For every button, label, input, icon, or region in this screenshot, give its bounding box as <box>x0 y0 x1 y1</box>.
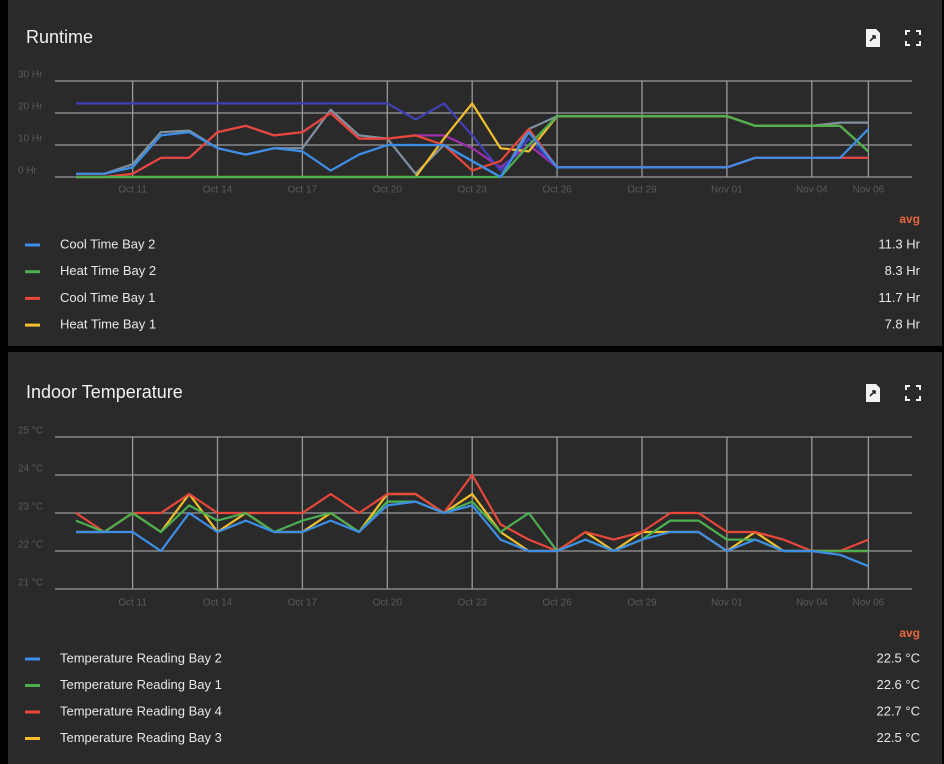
legend-avg: 22.7 °C <box>876 703 920 718</box>
legend-avg: 7.8 Hr <box>885 317 921 332</box>
legend-label: Cool Time Bay 1 <box>60 290 155 305</box>
x-tick-label: Oct 11 <box>118 185 147 196</box>
y-tick-label: 0 Hr <box>18 166 38 177</box>
legend-label: Heat Time Bay 1 <box>60 317 156 332</box>
y-tick-label: 21 °C <box>18 578 43 589</box>
series-line <box>76 492 869 553</box>
fullscreen-button[interactable] <box>905 385 921 401</box>
avg-header: avg <box>899 212 920 226</box>
card <box>8 352 942 764</box>
x-tick-label: Oct 17 <box>288 598 318 609</box>
y-tick-label: 23 °C <box>18 502 43 513</box>
x-tick-label: Oct 20 <box>373 598 403 609</box>
x-tick-label: Nov 06 <box>853 598 885 609</box>
series-line <box>75 473 869 553</box>
y-tick-label: 22 °C <box>18 540 43 551</box>
x-tick-label: Oct 29 <box>627 185 657 196</box>
x-tick-label: Oct 29 <box>627 598 657 609</box>
card <box>8 0 942 346</box>
series-line <box>76 115 870 179</box>
legend-label: Temperature Reading Bay 4 <box>60 703 222 718</box>
x-tick-label: Nov 06 <box>853 185 885 196</box>
fullscreen-icon <box>905 385 921 401</box>
export-arrow <box>869 390 876 397</box>
legend-avg: 8.3 Hr <box>885 263 921 278</box>
legend-label: Heat Time Bay 2 <box>60 263 156 278</box>
legend-avg: 22.5 °C <box>876 650 920 665</box>
x-tick-label: Nov 04 <box>796 185 828 196</box>
x-tick-label: Oct 11 <box>118 598 147 609</box>
fullscreen-icon <box>905 30 921 46</box>
y-tick-label: 24 °C <box>18 464 43 475</box>
legend-label: Temperature Reading Bay 1 <box>60 677 222 692</box>
x-tick-label: Nov 01 <box>711 598 743 609</box>
x-tick-label: Oct 14 <box>203 185 233 196</box>
y-tick-label: 10 Hr <box>18 134 43 145</box>
x-tick-label: Oct 26 <box>542 598 572 609</box>
export-button[interactable] <box>866 29 880 47</box>
legend-avg: 11.7 Hr <box>878 290 920 305</box>
export-button[interactable] <box>866 384 880 402</box>
x-tick-label: Oct 14 <box>203 598 233 609</box>
card-title: Runtime <box>26 27 93 47</box>
x-tick-label: Oct 23 <box>457 185 487 196</box>
y-tick-label: 30 Hr <box>18 70 43 81</box>
export-arrow <box>869 35 876 42</box>
x-tick-label: Oct 26 <box>542 185 572 196</box>
x-tick-label: Nov 04 <box>796 598 828 609</box>
y-tick-label: 25 °C <box>18 426 43 437</box>
series-line <box>75 500 869 553</box>
series-line <box>76 500 869 568</box>
y-tick-label: 20 Hr <box>18 102 43 113</box>
legend-label: Temperature Reading Bay 2 <box>60 650 222 665</box>
x-tick-label: Nov 01 <box>711 185 743 196</box>
series-line <box>76 128 870 179</box>
legend-avg: 11.3 Hr <box>878 236 920 251</box>
avg-header: avg <box>899 626 920 640</box>
legend-label: Cool Time Bay 2 <box>60 236 155 251</box>
legend-avg: 22.5 °C <box>876 730 920 745</box>
x-tick-label: Oct 23 <box>457 598 487 609</box>
fullscreen-button[interactable] <box>905 30 921 46</box>
legend-label: Temperature Reading Bay 3 <box>60 730 222 745</box>
legend-avg: 22.6 °C <box>876 677 920 692</box>
x-tick-label: Oct 20 <box>373 185 403 196</box>
x-tick-label: Oct 17 <box>288 185 318 196</box>
card-title: Indoor Temperature <box>26 382 183 402</box>
